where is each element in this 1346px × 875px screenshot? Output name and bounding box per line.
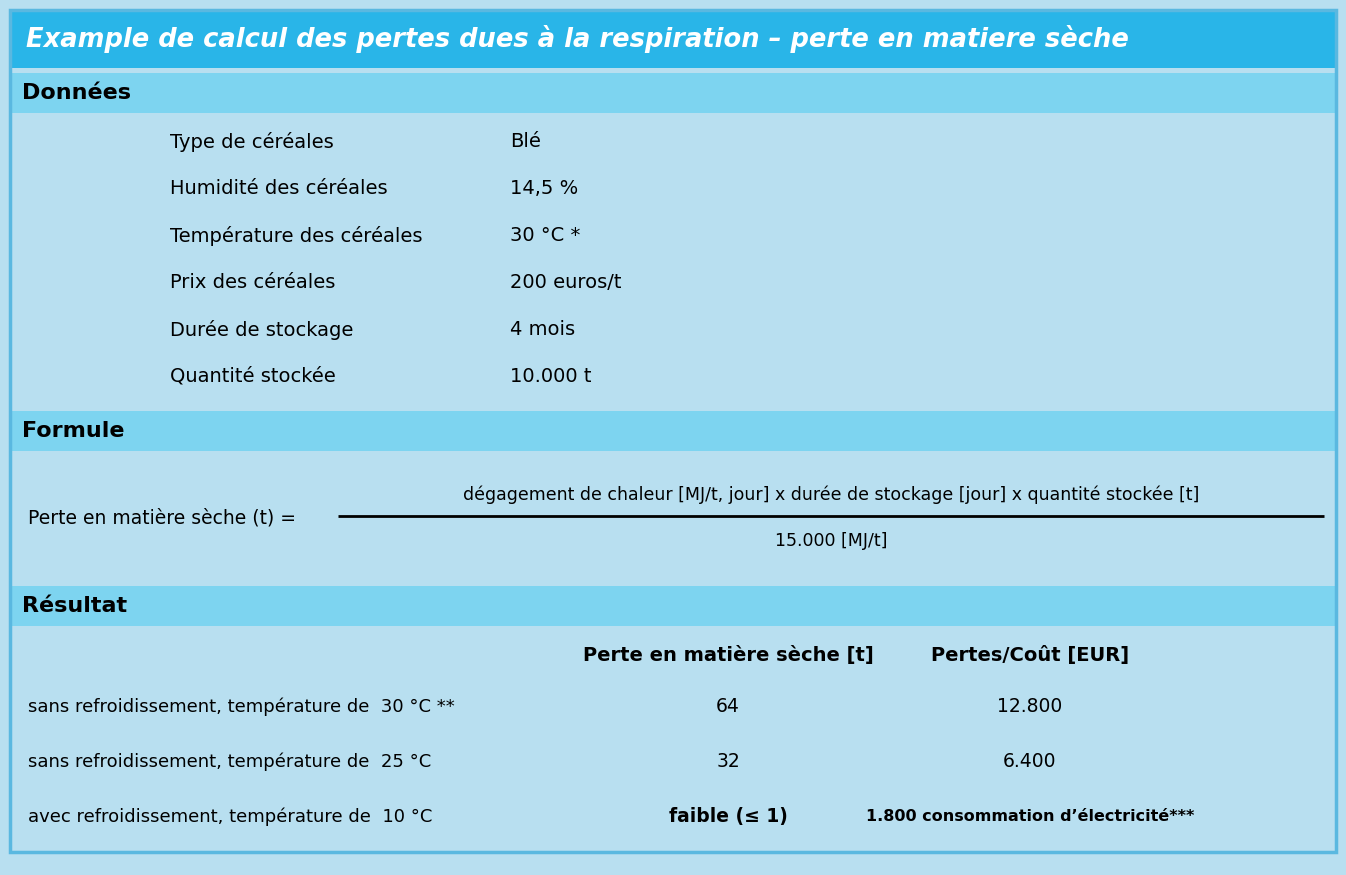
Bar <box>9 118 1337 406</box>
Text: faible (≤ 1): faible (≤ 1) <box>669 807 787 826</box>
Text: Pertes/Coût [EUR]: Pertes/Coût [EUR] <box>931 646 1129 664</box>
Text: Example de calcul des pertes dues à la respiration – perte en matiere sèche: Example de calcul des pertes dues à la r… <box>26 25 1129 53</box>
Text: Prix des céréales: Prix des céréales <box>170 273 335 292</box>
Bar <box>9 411 1337 451</box>
Bar <box>9 456 1337 581</box>
Text: Blé: Blé <box>510 132 541 151</box>
Text: sans refroidissement, température de  25 °C: sans refroidissement, température de 25 … <box>28 752 431 771</box>
Bar <box>9 10 1337 68</box>
Text: Formule: Formule <box>22 421 124 441</box>
Text: Données: Données <box>22 83 131 103</box>
Text: Quantité stockée: Quantité stockée <box>170 367 335 386</box>
Text: dégagement de chaleur [MJ/t, jour] x durée de stockage [jour] x quantité stockée: dégagement de chaleur [MJ/t, jour] x dur… <box>463 486 1199 504</box>
Text: 1.800 consommation d’électricité***: 1.800 consommation d’électricité*** <box>865 809 1194 824</box>
Bar <box>9 73 1337 113</box>
Text: 10.000 t: 10.000 t <box>510 367 591 386</box>
Bar <box>9 586 1337 626</box>
Text: 12.800: 12.800 <box>997 697 1062 716</box>
Text: 200 euros/t: 200 euros/t <box>510 273 622 292</box>
Text: 32: 32 <box>716 752 740 771</box>
Text: Humidité des céréales: Humidité des céréales <box>170 179 388 198</box>
Text: Perte en matière sèche (t) =: Perte en matière sèche (t) = <box>28 509 296 528</box>
Bar <box>9 631 1337 852</box>
Text: Perte en matière sèche [t]: Perte en matière sèche [t] <box>583 646 874 664</box>
Text: Résultat: Résultat <box>22 596 127 616</box>
Text: 14,5 %: 14,5 % <box>510 179 579 198</box>
Text: 30 °C *: 30 °C * <box>510 226 580 245</box>
Text: sans refroidissement, température de  30 °C **: sans refroidissement, température de 30 … <box>28 697 455 716</box>
Text: 15.000 [MJ/t]: 15.000 [MJ/t] <box>775 531 887 550</box>
Text: Type de céréales: Type de céréales <box>170 131 334 151</box>
Text: 4 mois: 4 mois <box>510 320 575 339</box>
Text: Température des céréales: Température des céréales <box>170 226 423 246</box>
Text: avec refroidissement, température de  10 °C: avec refroidissement, température de 10 … <box>28 808 432 826</box>
Text: 64: 64 <box>716 697 740 716</box>
Text: Durée de stockage: Durée de stockage <box>170 319 354 340</box>
Text: 6.400: 6.400 <box>1003 752 1057 771</box>
